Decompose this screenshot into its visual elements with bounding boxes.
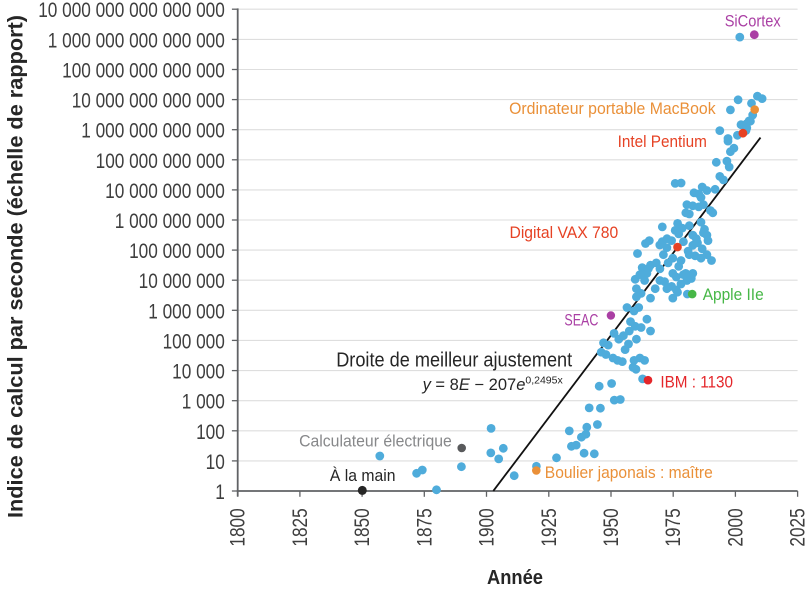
svg-text:1 000 000 000 000 000: 1 000 000 000 000 000 xyxy=(48,30,225,53)
svg-text:1 000 000 000: 1 000 000 000 xyxy=(115,211,225,234)
svg-text:10 000 000 000 000: 10 000 000 000 000 xyxy=(72,90,225,113)
svg-text:100 000: 100 000 xyxy=(163,331,225,354)
svg-text:100 000 000 000: 100 000 000 000 xyxy=(96,150,225,173)
svg-text:Indice de calcul par seconde (: Indice de calcul par seconde (échelle de… xyxy=(4,15,27,518)
svg-text:À la main: À la main xyxy=(330,466,396,485)
svg-text:100: 100 xyxy=(196,421,225,444)
svg-text:1850: 1850 xyxy=(352,508,375,546)
svg-text:1 000 000 000 000: 1 000 000 000 000 xyxy=(81,120,225,143)
svg-text:SEAC: SEAC xyxy=(564,310,598,329)
svg-text:10 000 000 000 000 000: 10 000 000 000 000 000 xyxy=(38,0,225,23)
svg-text:1975: 1975 xyxy=(663,508,686,546)
svg-text:1 000: 1 000 xyxy=(182,391,225,414)
svg-text:IBM : 1130: IBM : 1130 xyxy=(660,373,733,392)
svg-text:Ordinateur portable MacBook: Ordinateur portable MacBook xyxy=(509,99,716,118)
svg-text:1925: 1925 xyxy=(538,508,561,546)
svg-text:1825: 1825 xyxy=(289,508,312,546)
svg-text:Digital VAX 780: Digital VAX 780 xyxy=(510,223,619,242)
svg-text:1950: 1950 xyxy=(601,508,624,546)
svg-text:Intel Pentium: Intel Pentium xyxy=(618,132,707,151)
svg-text:1: 1 xyxy=(215,482,225,505)
svg-text:10: 10 xyxy=(206,451,225,474)
svg-text:10 000: 10 000 xyxy=(172,361,225,384)
svg-text:1 000 000: 1 000 000 xyxy=(148,301,225,324)
svg-text:10 000 000: 10 000 000 xyxy=(139,271,225,294)
svg-text:1900: 1900 xyxy=(476,508,499,546)
svg-text:Apple IIe: Apple IIe xyxy=(703,285,764,304)
svg-text:2025: 2025 xyxy=(787,508,810,546)
svg-text:2000: 2000 xyxy=(725,508,748,546)
svg-text:100 000 000: 100 000 000 xyxy=(129,241,225,264)
svg-text:1875: 1875 xyxy=(414,508,437,546)
svg-text:Boulier japonais : maître: Boulier japonais : maître xyxy=(545,463,713,482)
svg-text:Année: Année xyxy=(487,567,543,589)
svg-text:100 000 000 000 000: 100 000 000 000 000 xyxy=(62,60,225,83)
svg-text:SiCortex: SiCortex xyxy=(725,12,781,31)
svg-text:Calculateur électrique: Calculateur électrique xyxy=(299,431,452,450)
svg-text:Droite de meilleur ajustement: Droite de meilleur ajustement xyxy=(336,350,572,372)
svg-text:10 000 000 000: 10 000 000 000 xyxy=(105,180,225,203)
svg-text:1800: 1800 xyxy=(227,508,250,546)
